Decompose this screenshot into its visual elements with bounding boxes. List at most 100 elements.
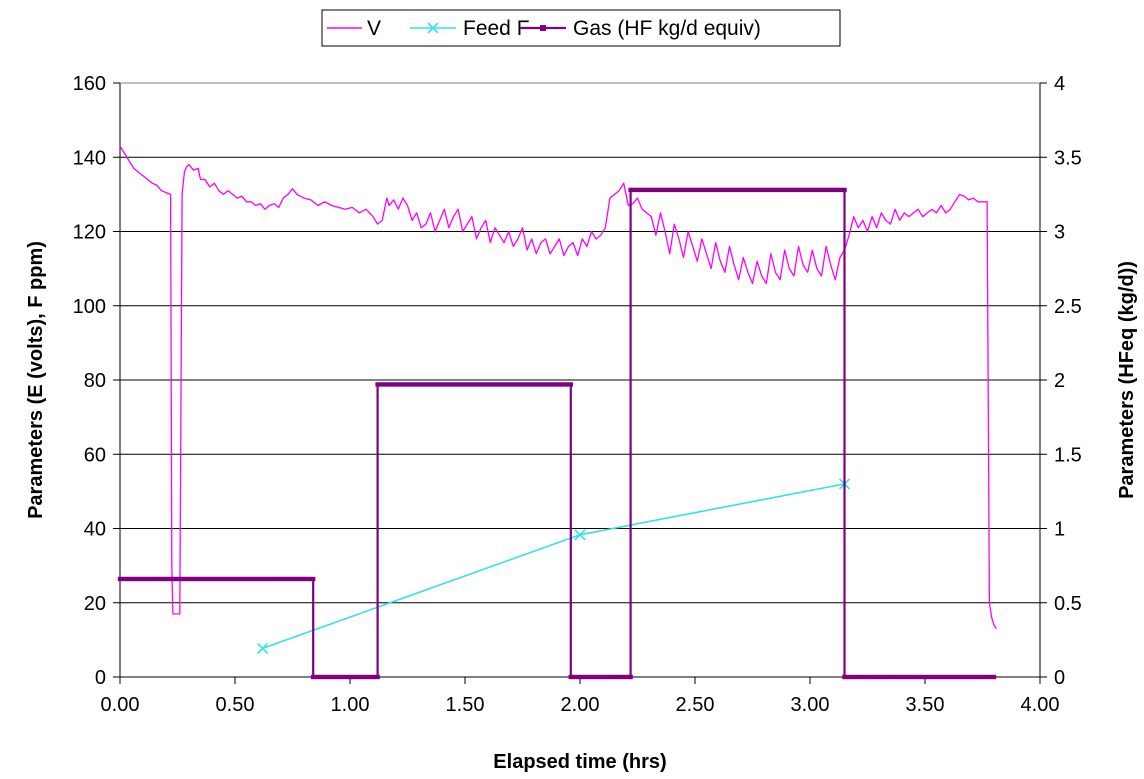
data-point-gas-hf-kg-d-equiv (701, 187, 706, 193)
data-point-gas-hf-kg-d-equiv (508, 382, 513, 387)
x-tick-label: 0.50 (216, 694, 255, 716)
data-point-gas-hf-kg-d-equiv (927, 674, 932, 680)
data-point-gas-hf-kg-d-equiv (319, 674, 324, 680)
series-gas-hf-kg-d-equiv (117, 187, 997, 680)
data-point-gas-hf-kg-d-equiv (838, 187, 843, 193)
data-point-gas-hf-kg-d-equiv (544, 382, 549, 387)
data-point-gas-hf-kg-d-equiv (262, 576, 268, 582)
data-point-gas-hf-kg-d-equiv (540, 382, 545, 387)
data-point-gas-hf-kg-d-equiv (443, 382, 449, 387)
data-point-gas-hf-kg-d-equiv (705, 187, 710, 193)
data-point-gas-hf-kg-d-equiv (850, 674, 855, 680)
legend-label-feed-f: Feed F (463, 17, 530, 40)
data-point-gas-hf-kg-d-equiv (604, 674, 609, 680)
data-point-gas-hf-kg-d-equiv (387, 382, 392, 387)
x-tick-label: 1.50 (446, 694, 485, 716)
data-point-gas-hf-kg-d-equiv (560, 382, 565, 387)
data-point-gas-hf-kg-d-equiv (692, 187, 698, 193)
data-point-gas-hf-kg-d-equiv (967, 674, 972, 680)
data-point-gas-hf-kg-d-equiv (632, 187, 637, 193)
data-point-gas-hf-kg-d-equiv (379, 382, 384, 387)
data-point-gas-hf-kg-d-equiv (451, 382, 457, 387)
data-point-gas-hf-kg-d-equiv (290, 576, 296, 582)
data-point-gas-hf-kg-d-equiv (773, 187, 779, 193)
data-point-gas-hf-kg-d-equiv (254, 576, 260, 582)
data-point-gas-hf-kg-d-equiv (664, 187, 670, 193)
series-v (119, 145, 997, 630)
data-point-gas-hf-kg-d-equiv (842, 674, 847, 680)
data-point-gas-hf-kg-d-equiv (793, 187, 799, 193)
data-point-gas-hf-kg-d-equiv (652, 187, 658, 193)
data-point-gas-hf-kg-d-equiv (141, 576, 147, 582)
data-point-gas-hf-kg-d-equiv (411, 382, 417, 387)
data-point-gas-hf-kg-d-equiv (826, 187, 831, 193)
tick-labels: 0 20 40 60 80 100 120 140 160 0 0.5 1 1.5 2 2.5 3 3.5 4 0.… (73, 73, 1082, 716)
data-point-gas-hf-kg-d-equiv (222, 576, 227, 582)
data-point-gas-hf-kg-d-equiv (749, 187, 754, 193)
data-point-gas-hf-kg-d-equiv (174, 576, 179, 582)
data-point-gas-hf-kg-d-equiv (528, 382, 533, 387)
data-point-gas-hf-kg-d-equiv (238, 576, 243, 582)
data-point-gas-hf-kg-d-equiv (170, 576, 175, 582)
data-point-gas-hf-kg-d-equiv (785, 187, 791, 193)
data-point-gas-hf-kg-d-equiv (733, 187, 738, 193)
data-point-gas-hf-kg-d-equiv (327, 674, 332, 680)
data-point-gas-hf-kg-d-equiv (359, 674, 364, 680)
axes (113, 82, 1047, 684)
y2-tick-label: 3.5 (1054, 147, 1082, 169)
data-point-gas-hf-kg-d-equiv (504, 382, 509, 387)
data-point-gas-hf-kg-d-equiv (923, 674, 928, 680)
data-point-gas-hf-kg-d-equiv (644, 187, 649, 193)
data-point-gas-hf-kg-d-equiv (375, 674, 380, 680)
data-point-gas-hf-kg-d-equiv (226, 576, 231, 582)
x-tick-label: 2.00 (561, 694, 600, 716)
data-point-gas-hf-kg-d-equiv (628, 187, 633, 193)
y-tick-label: 120 (73, 222, 106, 244)
data-point-gas-hf-kg-d-equiv (878, 674, 884, 680)
data-point-gas-hf-kg-d-equiv (266, 576, 272, 582)
point-stroke (257, 642, 269, 654)
data-point-gas-hf-kg-d-equiv (979, 674, 985, 680)
legend-box (321, 9, 841, 47)
data-point-gas-hf-kg-d-equiv (898, 674, 904, 680)
data-point-gas-hf-kg-d-equiv (270, 576, 276, 582)
data-point-gas-hf-kg-d-equiv (488, 382, 493, 387)
data-point-gas-hf-kg-d-equiv (939, 674, 944, 680)
data-point-gas-hf-kg-d-equiv (117, 576, 123, 582)
data-point-gas-hf-kg-d-equiv (552, 382, 557, 387)
data-point-gas-hf-kg-d-equiv (866, 674, 871, 680)
data-point-gas-hf-kg-d-equiv (500, 382, 505, 387)
y2-tick-label: 4 (1054, 73, 1065, 95)
data-point-gas-hf-kg-d-equiv (415, 382, 421, 387)
data-point-gas-hf-kg-d-equiv (874, 674, 880, 680)
data-point-gas-hf-kg-d-equiv (919, 674, 924, 680)
data-point-gas-hf-kg-d-equiv (556, 382, 561, 387)
data-point-gas-hf-kg-d-equiv (983, 674, 989, 680)
data-point-gas-hf-kg-d-equiv (680, 187, 686, 193)
data-point-gas-hf-kg-d-equiv (830, 187, 835, 193)
data-point-gas-hf-kg-d-equiv (178, 576, 183, 582)
data-point-gas-hf-kg-d-equiv (580, 674, 585, 680)
data-point-gas-hf-kg-d-equiv (133, 576, 139, 582)
data-point-gas-hf-kg-d-equiv (311, 674, 316, 680)
data-point-gas-hf-kg-d-equiv (129, 576, 135, 582)
data-point-gas-hf-kg-d-equiv (315, 674, 320, 680)
data-point-gas-hf-kg-d-equiv (484, 382, 489, 387)
data-point-gas-hf-kg-d-equiv (810, 187, 815, 193)
data-point-gas-hf-kg-d-equiv (214, 576, 219, 582)
data-point-gas-hf-kg-d-equiv (713, 187, 718, 193)
series-line-feed-f (262, 483, 845, 650)
data-point-gas-hf-kg-d-equiv (814, 187, 819, 193)
series-line-gas-hf-kg-d-equiv (120, 188, 994, 679)
data-point-gas-hf-kg-d-equiv (963, 674, 968, 680)
data-point-gas-hf-kg-d-equiv (524, 382, 529, 387)
data-point-gas-hf-kg-d-equiv (628, 674, 633, 680)
data-point-gas-hf-kg-d-equiv (206, 576, 211, 582)
data-point-gas-hf-kg-d-equiv (202, 576, 207, 582)
legend-entry-v: V (327, 17, 381, 40)
data-point-gas-hf-kg-d-equiv (765, 187, 771, 193)
data-point-gas-hf-kg-d-equiv (951, 674, 956, 680)
data-point-gas-hf-kg-d-equiv (472, 382, 477, 387)
y-tick-label: 0 (95, 667, 106, 689)
data-point-gas-hf-kg-d-equiv (600, 674, 605, 680)
